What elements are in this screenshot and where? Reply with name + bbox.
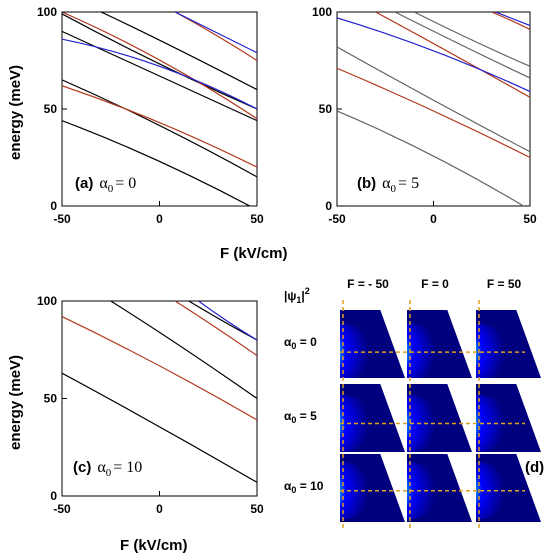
panel-b-series-7 (337, 17, 530, 93)
panel-c-series-3 (62, 316, 257, 421)
y-tick-label: 0 (325, 199, 332, 213)
panel-b-label: (b) α0 = 5 (357, 175, 419, 195)
panel-c-lines (62, 301, 257, 483)
panel-a-series-2 (62, 30, 257, 122)
x-tick-label: -50 (328, 212, 346, 226)
panel-c-label: (c) α0 = 10 (73, 459, 142, 479)
heatmap-column-label: F = - 50 (347, 277, 389, 291)
panel-c-series-0 (62, 372, 257, 483)
y-tick-label: 100 (312, 5, 332, 19)
panel-c-series-4 (174, 301, 257, 357)
heatmap-title: |ψ1|2 (284, 286, 310, 305)
bottom-x-axis-label: F (kV/cm) (120, 537, 188, 554)
top-x-axis-label: F (kV/cm) (220, 245, 288, 262)
heatmap-guides (340, 300, 525, 530)
panel-d-label: (d) (525, 459, 544, 476)
heatmap-cell-density (476, 462, 512, 520)
panel-b-series-1 (337, 46, 530, 153)
panel-a-series-3 (62, 13, 257, 110)
panel-b-series-8 (495, 12, 530, 27)
x-tick-label: 50 (250, 502, 264, 516)
x-tick-label: -50 (53, 502, 71, 516)
heatmap-row-label: α0 = 5 (284, 409, 317, 425)
panel-b-series-5 (375, 12, 530, 98)
panel-a-series-7 (174, 12, 257, 62)
panel-a-series-4 (100, 12, 257, 91)
y-tick-label: 50 (44, 392, 58, 406)
y-tick-label: 100 (37, 294, 57, 308)
top-y-axis-label: energy (meV) (7, 65, 24, 160)
panel-a-label: (a) α0 = 0 (75, 175, 136, 195)
x-tick-label: 50 (523, 212, 537, 226)
heatmap-row-label: α0 = 0 (284, 335, 317, 351)
x-tick-label: -50 (53, 212, 71, 226)
panel-c-series-1 (110, 301, 257, 399)
heatmap-cells (340, 310, 541, 522)
heatmap-column-label: F = 0 (421, 277, 449, 291)
panel-b-series-4 (337, 67, 530, 159)
panel-a-series-9 (174, 12, 257, 54)
x-tick-label: 0 (156, 502, 163, 516)
x-tick-label: 0 (430, 212, 437, 226)
panel-a-lines (62, 12, 257, 206)
heatmap-column-label: F = 50 (487, 277, 522, 291)
y-tick-label: 0 (50, 199, 57, 213)
heatmap-cell-density (340, 394, 376, 452)
panel-b-lines (337, 12, 530, 206)
heatmap-cell-density (340, 323, 376, 378)
panel-c-series-5 (198, 301, 257, 341)
panel-b-series-2 (394, 12, 530, 79)
heatmap-cell-density (340, 462, 376, 520)
heatmap-cell-density (476, 323, 512, 378)
panel-a-series-1 (62, 79, 257, 178)
panel-b-series-6 (491, 12, 530, 30)
y-tick-label: 100 (37, 5, 57, 19)
panel-a-series-6 (62, 12, 257, 120)
heatmap-row-labels: α0 = 0 α0 = 5 α0 = 10 (284, 335, 324, 495)
heatmap-cell-density (476, 394, 512, 452)
y-tick-label: 50 (319, 102, 333, 116)
panel-a-series-0 (62, 120, 251, 206)
heatmap-column-labels: F = - 50 F = 0 F = 50 (347, 277, 521, 291)
y-tick-label: 50 (44, 102, 58, 116)
x-tick-label: 50 (250, 212, 264, 226)
panel-b-series-3 (413, 12, 530, 67)
y-tick-label: 0 (50, 489, 57, 503)
panel-a-series-8 (62, 38, 257, 110)
heatmap-row-label: α0 = 10 (284, 479, 324, 495)
heatmap-cell-density (407, 462, 443, 520)
heatmap-cell-density (407, 323, 443, 378)
panel-a-series-5 (62, 85, 257, 168)
panel-b-series-0 (337, 110, 525, 206)
bottom-y-axis-label: energy (meV) (7, 355, 24, 450)
heatmap-cell-density (407, 394, 443, 452)
x-tick-label: 0 (156, 212, 163, 226)
